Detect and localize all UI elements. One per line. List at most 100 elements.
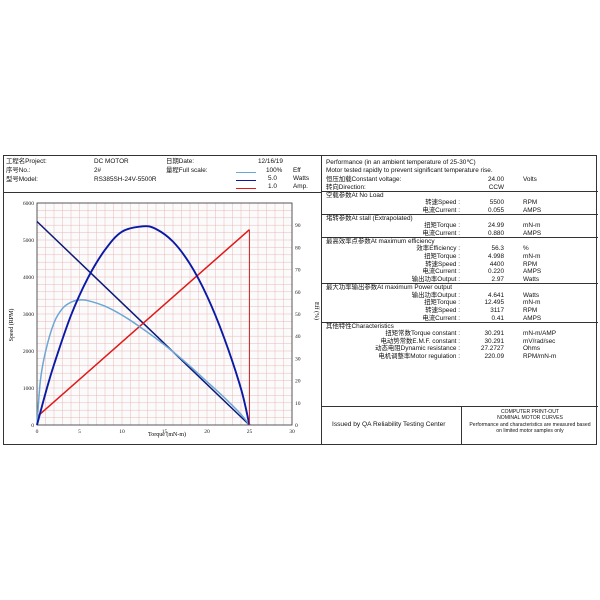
y-right-tick-label: 40 [295,334,301,340]
perf-row-value: 5500 [489,199,504,207]
perf-row-value: 3117 [490,306,504,314]
project-label: 工程名Project: [6,158,47,165]
perf-row-unit: RPM [523,199,538,207]
performance-panel: Performance (in an ambient temperature o… [322,156,598,406]
perf-row-label: 转向Direction: [326,183,366,191]
no-value: 2# [94,167,102,174]
y-axis-left-label: Speed (RPM) [8,309,15,342]
efficiency-curve [36,299,251,426]
y-right-tick-label: 80 [295,245,301,251]
perf-row-unit: AMPS [523,268,542,276]
perf-row-value: 12.495 [484,299,504,307]
perf-row-unit: AMPS [523,229,542,237]
perf-row-value: 56.3 [491,245,504,253]
date-label: 日期Date: [166,158,195,165]
motor-test-sheet: 工程名Project: DC MOTOR 日期Date: 12/16/19 序号… [3,155,598,445]
y-right-tick-label: 50 [295,312,301,318]
issued-box: Issued by QA Reliability Testing Center [322,407,462,445]
perf-row-label: 扭矩Torque : [424,222,460,230]
date-value: 12/16/19 [258,158,283,165]
perf-row-label: 电流Current : [422,268,460,276]
footer-note-line: COMPUTER PRINT-OUT [500,409,559,415]
x-tick-label: 0 [36,429,39,435]
section-heading: 其他特性Characteristics [326,322,394,330]
perf-row-unit: % [523,245,529,253]
section-divider [322,237,598,239]
perf-row-value: 4400 [489,260,504,268]
perf-row-unit: mN-m [523,253,541,260]
perf-row-label: 输出功率Output : [411,276,460,284]
perf-row-value: 24.99 [488,222,504,230]
x-tick-label: 25 [247,429,253,435]
perf-row-unit: AMPS [523,314,542,322]
perf-row-value: 24.00 [488,176,504,183]
perf-row-value: 2.97 [491,276,504,284]
perf-row-label: 电流Current : [422,229,460,237]
perf-row-value: 0.41 [491,314,504,322]
scale-label: 量程Full scale: [166,167,208,174]
output-power-curve [36,225,251,426]
project-value: DC MOTOR [94,158,129,165]
sheet-footer: Issued by QA Reliability Testing Center … [322,406,598,445]
perf-row-unit: RPM [523,260,538,268]
perf-row-value: 4.998 [488,253,504,260]
y-left-tick-label: 2000 [23,349,34,355]
perf-row-label: 电流Current : [422,206,460,214]
perf-title: Performance (in an ambient temperature o… [326,159,476,166]
perf-row-label: 转速Speed : [425,306,460,314]
perf-row-unit: mN-m [523,222,541,230]
current-line [36,229,250,418]
perf-row-label: 电机调整率Motor regulation : [378,353,460,361]
y-right-tick-label: 90 [295,223,301,229]
section-divider [322,321,598,323]
perf-row-unit: RPM/mN-m [523,353,557,361]
x-tick-label: 30 [289,429,295,435]
perf-row-value: 0.055 [488,206,504,214]
perf-row-unit: Volts [523,176,537,183]
y-left-tick-label: 5000 [23,238,34,244]
section-heading: 最大功率输出参数At maximum Power output [326,284,453,292]
y-left-tick-label: 0 [31,423,34,429]
y-right-tick-label: 30 [295,356,301,362]
perf-row-unit: mV/rad/sec [523,337,556,345]
perf-row-label: 扭矩常数Torque constant : [385,330,460,337]
section-heading: 空载参数At No Load [326,191,384,199]
perf-row-value: 0.220 [488,268,504,276]
perf-row-label: 扭矩Torque : [424,253,460,260]
perf-row-label: 电动势常数E.M.F. constant : [380,337,460,345]
y-left-tick-label: 6000 [23,201,34,207]
perf-row-label: 输出功率Output : [411,291,460,299]
performance-chart: 0 5 10 15 20 25 30 0 1000 2000 3000 4000 5000 6000 0 10… [4,193,322,445]
perf-row-label: 转速Speed : [425,260,460,268]
perf-row-unit: mN-m/AMP [523,330,557,337]
perf-row-value: CCW [488,183,504,191]
perf-row-value: 30.291 [484,330,504,337]
y-left-tick-label: 3000 [23,312,34,318]
section-divider [322,283,598,285]
performance-chart-svg: 0 5 10 15 20 25 300100020003000400050006000010… [8,201,320,438]
legend-unit: Watts [293,175,310,182]
perf-row-value: 30.291 [484,337,504,345]
section-divider [322,190,598,192]
legend-value: 100% [266,167,283,174]
x-tick-label: 20 [204,429,210,435]
perf-row-unit: mN-m [523,299,541,307]
section-divider [322,214,598,215]
perf-row-unit: RPM [523,306,538,314]
perf-row-label: 电流Current : [422,314,460,322]
y-right-tick-label: 70 [295,268,301,274]
y-right-tick-label: 60 [295,290,301,296]
y-right-tick-label: 10 [295,401,301,407]
model-label: 型号Model: [6,176,38,183]
perf-row-value: 4.641 [488,291,504,299]
footer-note: COMPUTER PRINT-OUT NOMINAL MOTOR CURVES … [462,409,598,434]
legend-value: 1.0 [268,183,277,190]
x-axis-label: Torque (mN-m) [148,431,186,438]
legend-value: 5.0 [268,175,277,182]
legend-swatch-amp [236,188,256,189]
model-value: RS385SH-24V-5500R [94,176,157,183]
perf-row-unit: Ohms [523,345,541,353]
issued-by-text: Issued by QA Reliability Testing Center [332,421,446,428]
x-tick-label: 10 [119,429,125,435]
y-left-tick-label: 1000 [23,386,34,392]
